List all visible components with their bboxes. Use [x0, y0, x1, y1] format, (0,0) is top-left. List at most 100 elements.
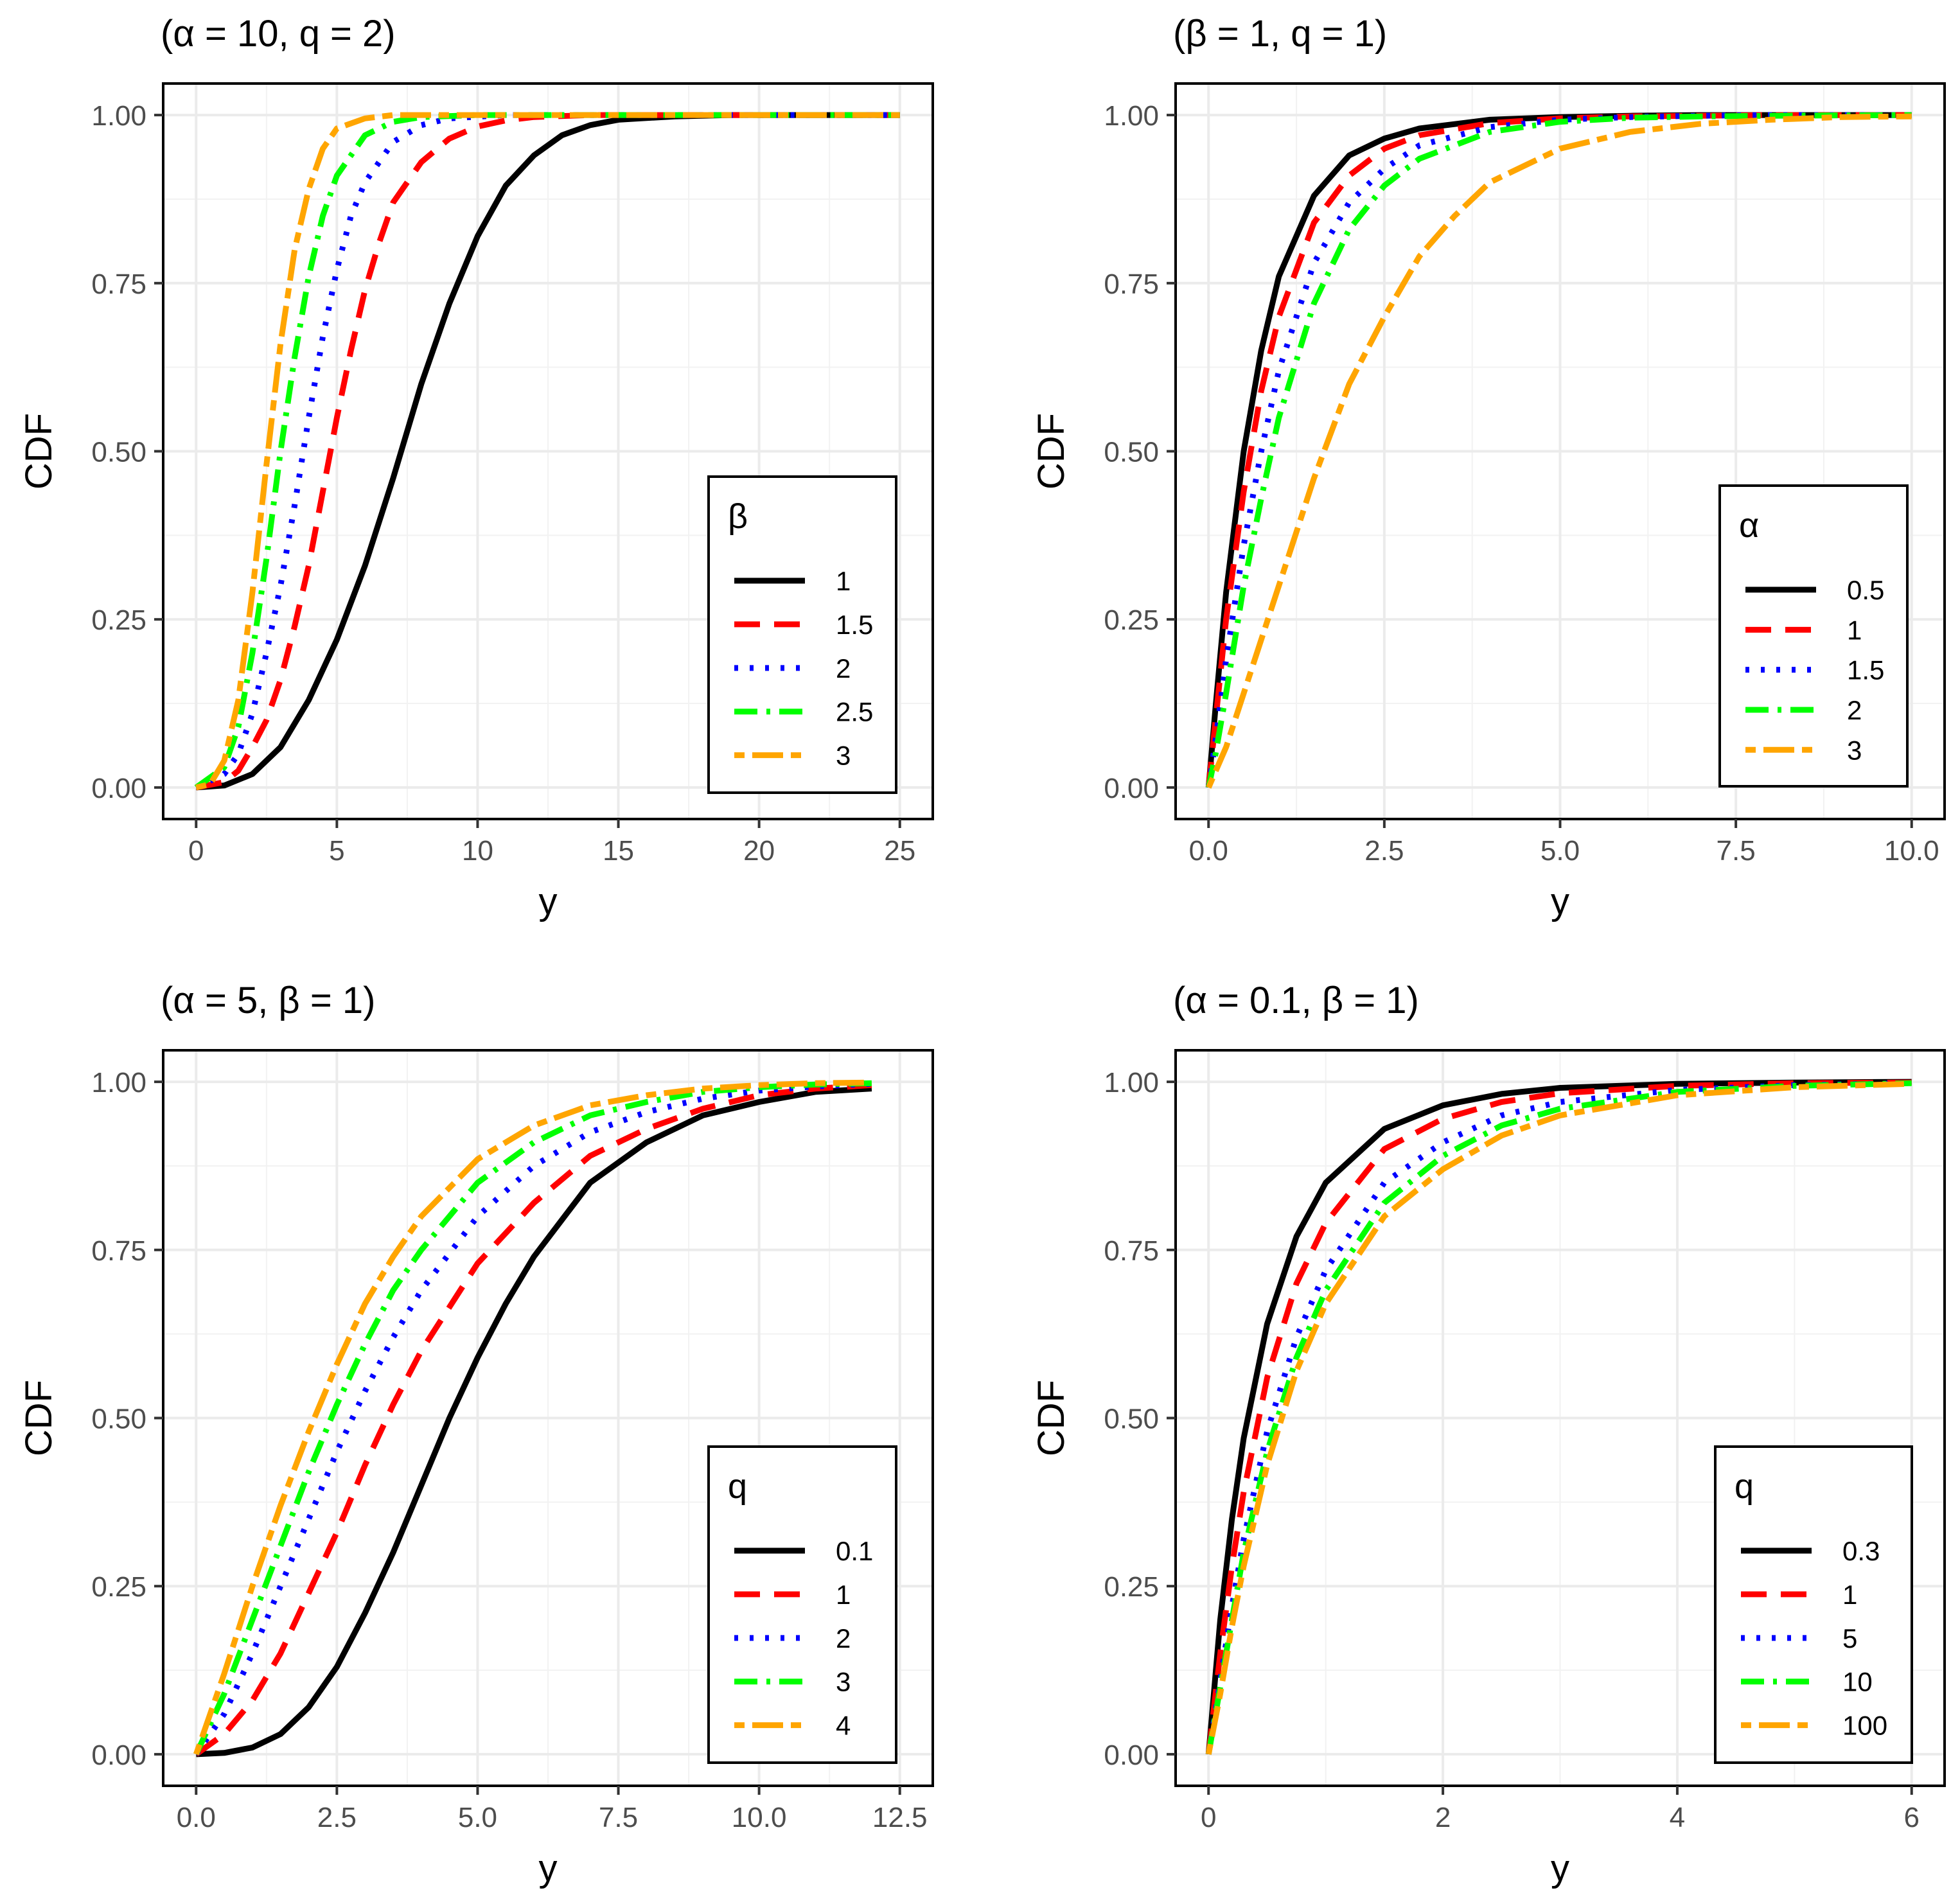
y-tick-label: 1.00: [1104, 1067, 1159, 1098]
x-tick-label: 5.0: [458, 1802, 497, 1833]
x-axis-title: y: [1551, 1847, 1569, 1889]
panel-1: 0 5 10 15 20 25 0.00 0.25 0.50 0.75 1.00 y CDF (α = 1…: [18, 13, 934, 922]
panel-title: (β = 1, q = 1): [1173, 13, 1387, 55]
y-axis-title: CDF: [18, 413, 60, 489]
y-tick-label: 0.25: [1104, 1571, 1159, 1603]
legend: α 0.5 1 1.5 2 3: [1718, 484, 1909, 788]
legend-title: q: [728, 1467, 747, 1506]
axes: 0.0 2.5 5.0 7.5 10.0 0.00 0.25 0.50 0.75 1.00: [1104, 100, 1939, 867]
y-axis-title: CDF: [1030, 1380, 1072, 1456]
axes: 0 2 4 6 0.00 0.25 0.50 0.75 1.00: [1104, 1067, 1920, 1833]
x-tick-label: 0: [188, 835, 204, 867]
x-tick-label: 10: [462, 835, 493, 867]
y-tick-label: 1.00: [1104, 100, 1159, 132]
series-line-0_1: [196, 1086, 872, 1758]
legend: β 1 1.5 2 2.5 3: [707, 475, 897, 794]
x-tick-label: 10.0: [732, 1802, 787, 1833]
x-tick-label: 6: [1904, 1802, 1920, 1833]
legend-box: [1718, 484, 1909, 788]
axes: 0 5 10 15 20 25 0.00 0.25 0.50 0.75 1.00: [91, 100, 915, 867]
legend-label: 100: [1842, 1711, 1887, 1741]
legend-label: 2: [1847, 695, 1862, 725]
x-tick-label: 0: [1201, 1802, 1216, 1833]
series-line-2: [1205, 112, 1912, 788]
y-axis-title: CDF: [1030, 413, 1072, 489]
legend-label: 1.5: [836, 610, 873, 640]
x-tick-label: 12.5: [872, 1802, 928, 1833]
y-tick-label: 0.00: [91, 1740, 146, 1771]
y-tick-label: 0.25: [91, 604, 146, 636]
series-line-1: [1205, 1079, 1912, 1755]
x-tick-label: 20: [743, 835, 775, 867]
legend-label: 3: [836, 1667, 851, 1697]
y-tick-label: 1.00: [91, 100, 146, 132]
series-line-2_5: [194, 112, 900, 790]
y-tick-label: 0.50: [1104, 437, 1159, 468]
x-tick-label: 4: [1670, 1802, 1685, 1833]
y-tick-label: 0.75: [1104, 1235, 1159, 1267]
panel-title: (α = 5, β = 1): [161, 980, 375, 1021]
legend: q 0.3 1 5 10 100: [1714, 1445, 1913, 1764]
panel-2: 0.0 2.5 5.0 7.5 10.0 0.00 0.25 0.50 0.75 1.00 y CDF…: [1030, 13, 1946, 922]
y-tick-label: 0.75: [91, 269, 146, 300]
legend-title: β: [728, 497, 748, 536]
series-line-3: [1206, 113, 1912, 789]
legend-label: 2.5: [836, 697, 873, 727]
x-tick-label: 10.0: [1884, 835, 1939, 867]
legend-label: 4: [836, 1711, 851, 1741]
axes: 0.0 2.5 5.0 7.5 10.0 12.5 0.00 0.25 0.50 0.75 1.00: [91, 1067, 927, 1833]
panel-title: (α = 10, q = 2): [161, 13, 396, 55]
y-tick-label: 0.50: [1104, 1404, 1159, 1435]
legend-label: 1.5: [1847, 655, 1884, 685]
legend-box: [707, 1445, 897, 1764]
series-group: [193, 1079, 872, 1758]
y-tick-label: 0.75: [1104, 269, 1159, 300]
series-line-1: [1205, 112, 1912, 788]
y-tick-label: 0.00: [1104, 773, 1159, 804]
x-tick-label: 2.5: [1364, 835, 1404, 867]
x-axis-title: y: [1551, 881, 1569, 922]
x-tick-label: 0.0: [177, 1802, 216, 1833]
x-tick-label: 5: [329, 835, 344, 867]
legend-label: 1: [836, 566, 851, 596]
y-tick-label: 0.50: [91, 437, 146, 468]
legend-title: q: [1735, 1467, 1754, 1506]
y-tick-label: 0.25: [1104, 604, 1159, 636]
x-axis-title: y: [539, 1847, 558, 1889]
panel-title: (α = 0.1, β = 1): [1173, 980, 1419, 1021]
legend-label: 1: [1847, 615, 1862, 645]
series-group: [1205, 1079, 1912, 1755]
y-tick-label: 0.50: [91, 1404, 146, 1435]
legend-label: 10: [1842, 1667, 1873, 1697]
legend-box: [707, 475, 897, 794]
y-tick-label: 0.25: [91, 1571, 146, 1603]
legend-box: [1714, 1445, 1913, 1764]
series-line-3: [195, 112, 900, 791]
panel-3: 0.0 2.5 5.0 7.5 10.0 12.5 0.00 0.25 0.50 0.75 1.00…: [18, 980, 934, 1889]
y-tick-label: 1.00: [91, 1067, 146, 1098]
x-axis-title: y: [539, 881, 558, 922]
x-tick-label: 7.5: [1717, 835, 1756, 867]
series-group: [1205, 112, 1912, 789]
series-line-1_5: [195, 112, 900, 791]
legend-label: 1: [1842, 1580, 1857, 1610]
series-line-1_5: [1205, 112, 1912, 788]
x-tick-label: 7.5: [599, 1802, 638, 1833]
y-tick-label: 0.00: [91, 773, 146, 804]
y-tick-label: 0.00: [1104, 1740, 1159, 1771]
legend-label: 0.1: [836, 1536, 873, 1566]
legend-label: 0.5: [1847, 575, 1884, 605]
x-tick-label: 2: [1435, 1802, 1451, 1833]
series-line-100: [1205, 1080, 1912, 1755]
legend-title: α: [1739, 506, 1759, 545]
series-group: [194, 112, 900, 791]
legend-label: 0.3: [1842, 1536, 1880, 1566]
legend-label: 3: [836, 741, 851, 771]
legend-label: 2: [836, 653, 851, 683]
legend-label: 3: [1847, 735, 1862, 765]
x-tick-label: 2.5: [317, 1802, 357, 1833]
legend: q 0.1 1 2 3 4: [707, 1445, 897, 1764]
panel-4: 0 2 4 6 0.00 0.25 0.50 0.75 1.00 y CDF (α = 0.1, β …: [1030, 980, 1946, 1889]
x-tick-label: 15: [603, 835, 634, 867]
